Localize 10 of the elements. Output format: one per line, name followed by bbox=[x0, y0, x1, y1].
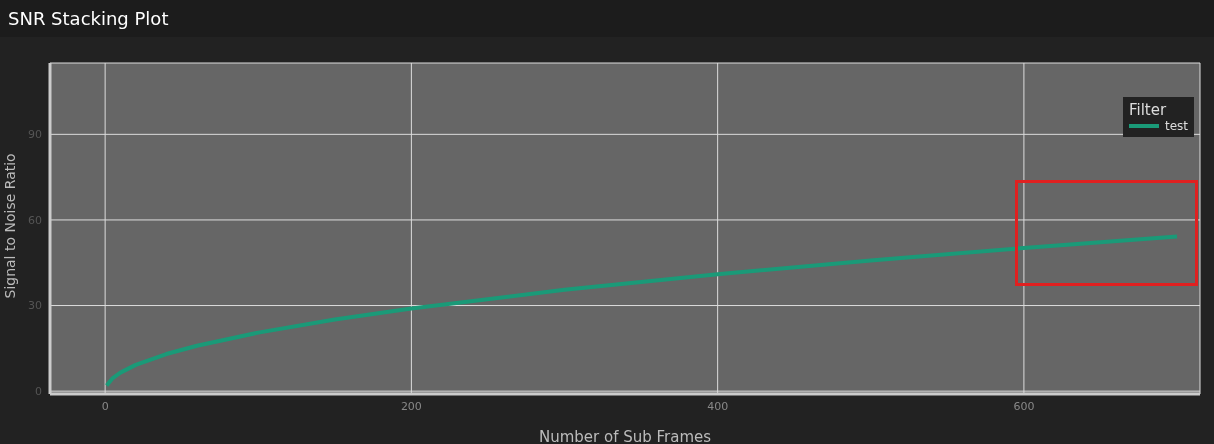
x-axis-title: Number of Sub Frames bbox=[538, 428, 712, 444]
x-tick-label: 0 bbox=[101, 399, 109, 413]
legend-label: test bbox=[1163, 119, 1188, 133]
x-tick-label: 200 bbox=[400, 399, 422, 413]
chart-title: SNR Stacking Plot bbox=[0, 0, 1214, 37]
line-series bbox=[104, 234, 1180, 388]
x-tick-label: 600 bbox=[1013, 399, 1035, 413]
legend-title: Filter bbox=[1128, 101, 1168, 119]
x-tick-label: 400 bbox=[707, 399, 729, 413]
y-axis-title: Signal to Noise Ratio bbox=[1, 153, 18, 299]
